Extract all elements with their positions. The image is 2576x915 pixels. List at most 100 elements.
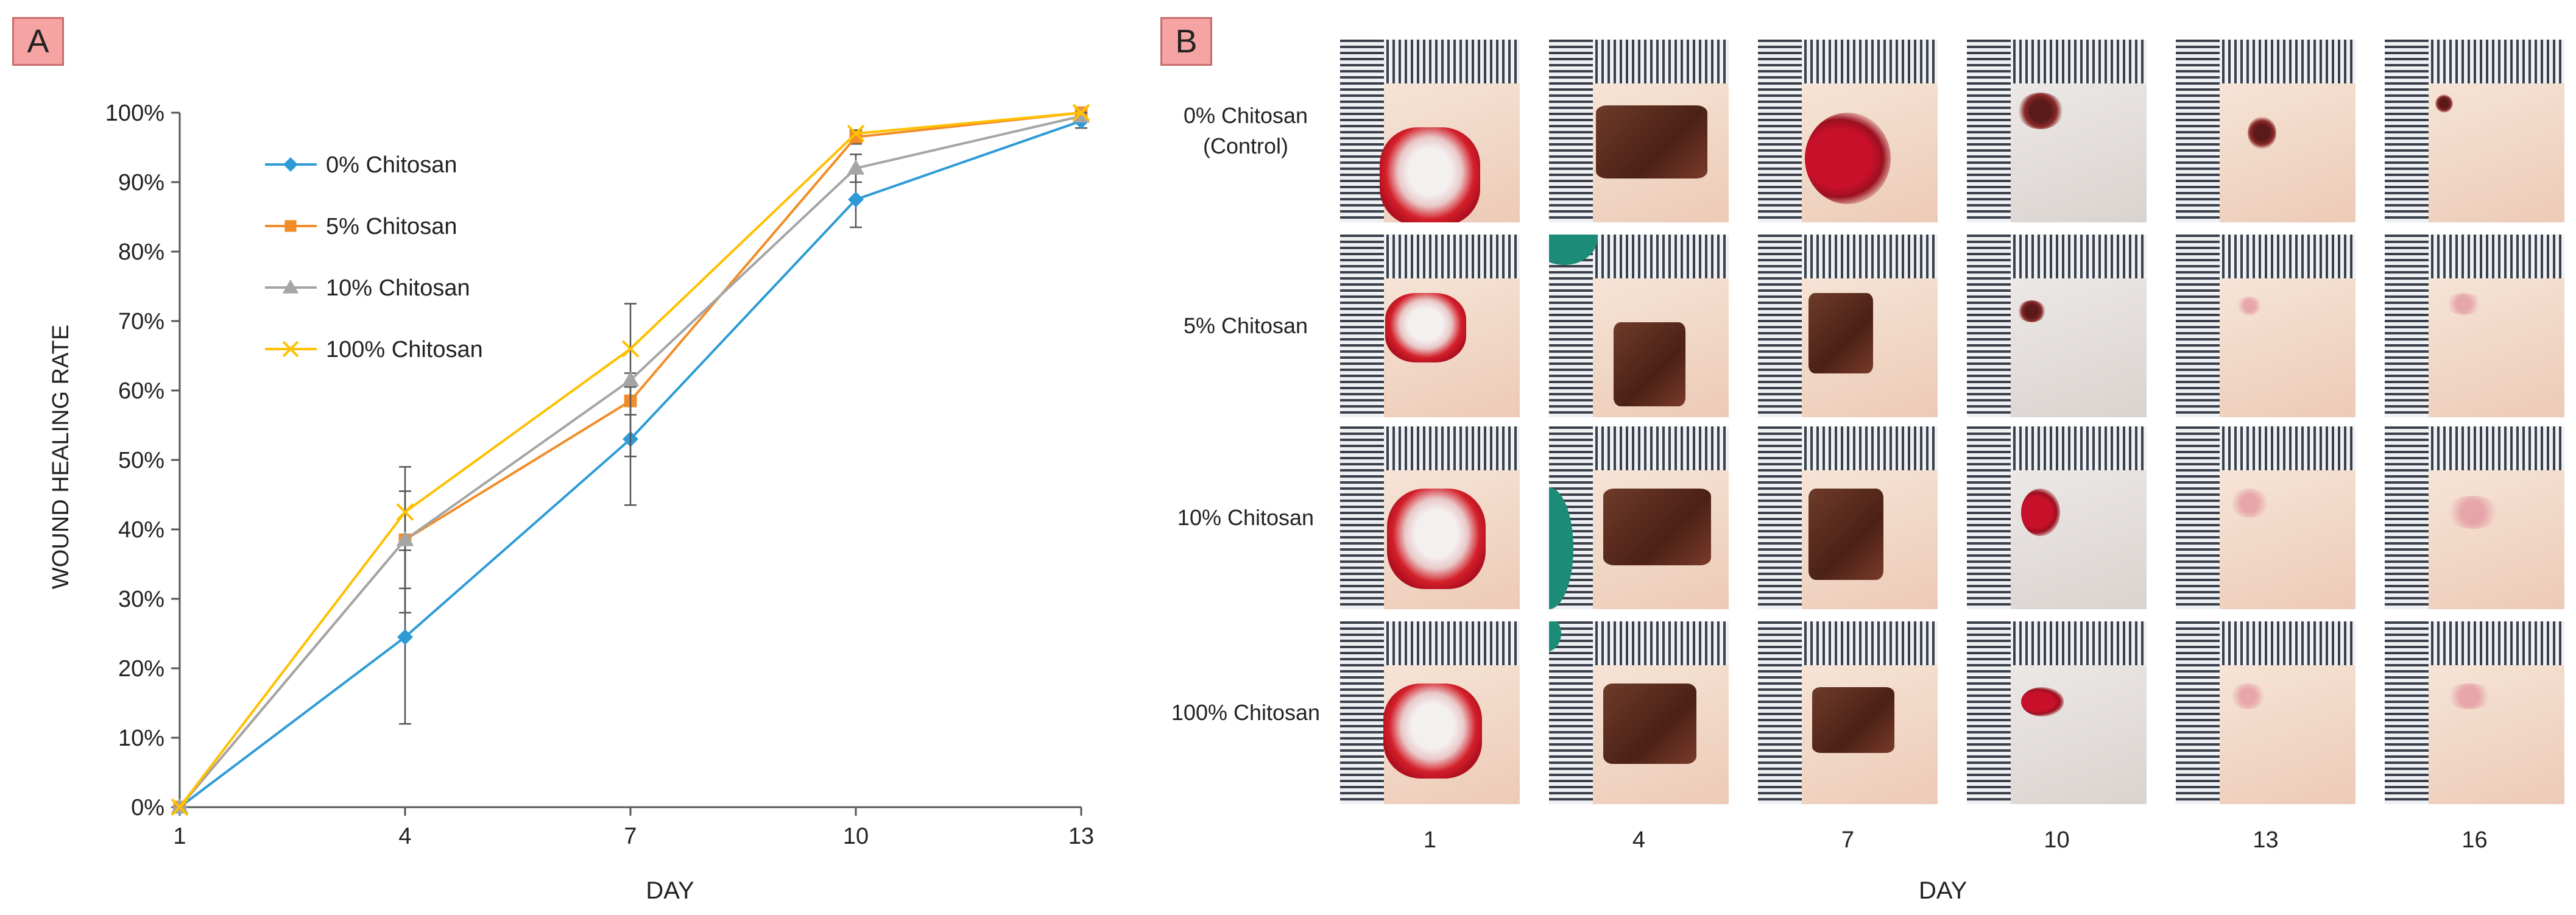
ruler-scale — [2385, 235, 2429, 417]
wound-photo — [2385, 426, 2564, 609]
ruler-scale — [1340, 621, 1384, 804]
wound-area — [1379, 127, 1481, 222]
day-label: 16 — [2461, 827, 2488, 853]
legend-label: 5% Chitosan — [326, 214, 457, 239]
wound-photo — [2385, 621, 2564, 804]
day-label: 1 — [1423, 827, 1437, 853]
wound-area — [2229, 489, 2270, 518]
wound-photo — [1549, 235, 1729, 417]
data-point — [284, 220, 297, 232]
wound-area — [2248, 116, 2277, 149]
x-tick-label: 13 — [1068, 824, 1094, 849]
day-label: 10 — [2044, 827, 2070, 853]
data-point — [396, 531, 414, 546]
x-tick-label: 7 — [624, 824, 637, 849]
ruler-scale — [1340, 235, 1384, 417]
series-100-chitosan — [171, 104, 1090, 816]
row-label-line1: 100% Chitosan — [1171, 700, 1321, 725]
day-label: 4 — [1632, 827, 1646, 853]
legend-item: 10% Chitosan — [265, 275, 470, 301]
row-label-line2: (Control) — [1202, 133, 1289, 158]
wound-photo — [1340, 40, 1520, 222]
legend-item: 0% Chitosan — [265, 152, 457, 178]
row-label: 0% Chitosan (Control) — [1145, 101, 1346, 161]
wound-photo — [1549, 40, 1729, 222]
ruler-scale — [1967, 40, 2011, 222]
data-point — [621, 340, 640, 358]
data-point — [397, 629, 413, 645]
data-point — [847, 159, 865, 175]
data-point — [282, 341, 299, 358]
y-tick-label: 90% — [118, 170, 164, 196]
wound-area — [2020, 489, 2061, 536]
wound-photo — [1340, 621, 1520, 804]
wound-photo — [1758, 621, 1938, 804]
ruler-scale — [1758, 621, 1802, 804]
ruler-scale — [2385, 426, 2429, 609]
wound-photo — [2176, 40, 2355, 222]
ruler-scale — [1340, 426, 1384, 609]
wound-area — [1614, 322, 1686, 406]
wound-photo — [2385, 40, 2564, 222]
ruler-scale — [2176, 621, 2220, 804]
wound-photo — [1758, 426, 1938, 609]
wound-photo — [1340, 426, 1520, 609]
wound-area — [2435, 94, 2454, 113]
data-point — [847, 124, 865, 143]
photo-x-axis-label: DAY — [1919, 877, 1967, 904]
wound-photo — [2176, 621, 2355, 804]
ruler-scale — [1758, 426, 1802, 609]
row-label: 10% Chitosan — [1145, 503, 1346, 533]
wound-area — [2017, 93, 2064, 129]
wound-area — [1603, 684, 1696, 764]
ruler-scale — [2176, 426, 2220, 609]
x-tick-label: 10 — [843, 824, 869, 849]
chart-x-axis-label: DAY — [646, 877, 694, 904]
row-label: 100% Chitosan — [1145, 698, 1346, 728]
legend-label: 0% Chitosan — [326, 152, 457, 178]
ruler-scale — [1340, 40, 1384, 222]
panel-a-label: A — [12, 17, 64, 66]
legend-item: 100% Chitosan — [265, 337, 483, 362]
data-point — [621, 371, 640, 387]
legend-item: 5% Chitosan — [265, 214, 457, 239]
panel-b-label: B — [1160, 17, 1212, 66]
wound-area — [1808, 293, 1873, 373]
wound-area — [1812, 687, 1895, 753]
chart-y-axis-label: WOUND HEALING RATE — [48, 325, 74, 589]
row-label-line1: 10% Chitosan — [1177, 505, 1314, 530]
legend-label: 10% Chitosan — [326, 275, 470, 301]
wound-area — [1808, 489, 1884, 580]
y-tick-label: 0% — [131, 795, 164, 821]
ruler-scale — [1967, 426, 2011, 609]
wound-photo — [1758, 40, 1938, 222]
wound-photo — [2176, 426, 2355, 609]
data-point — [282, 279, 299, 294]
series-10-chitosan — [171, 107, 1090, 814]
y-tick-label: 10% — [118, 726, 164, 751]
wound-photo — [1967, 426, 2147, 609]
wound-area — [1603, 489, 1711, 565]
wound-area — [2446, 293, 2482, 315]
wound-photo — [1549, 426, 1729, 609]
ruler-scale — [1758, 40, 1802, 222]
y-tick-label: 70% — [118, 309, 164, 334]
wound-photo — [2385, 235, 2564, 417]
ruler-scale — [1549, 621, 1593, 804]
data-point — [1072, 104, 1090, 122]
day-label: 13 — [2253, 827, 2279, 853]
legend-label: 100% Chitosan — [326, 337, 483, 362]
wound-photo — [1340, 235, 1520, 417]
wound-photo — [1967, 40, 2147, 222]
ruler-scale — [1549, 235, 1593, 417]
y-tick-label: 50% — [118, 448, 164, 473]
y-tick-label: 80% — [118, 239, 164, 265]
day-label: 7 — [1841, 827, 1855, 853]
glove-edge — [1549, 621, 1561, 652]
data-point — [171, 798, 189, 816]
ruler-scale — [2176, 235, 2220, 417]
ruler-scale — [2176, 40, 2220, 222]
x-tick-label: 1 — [173, 824, 186, 849]
wound-area — [2020, 687, 2064, 716]
wound-photo — [2176, 235, 2355, 417]
